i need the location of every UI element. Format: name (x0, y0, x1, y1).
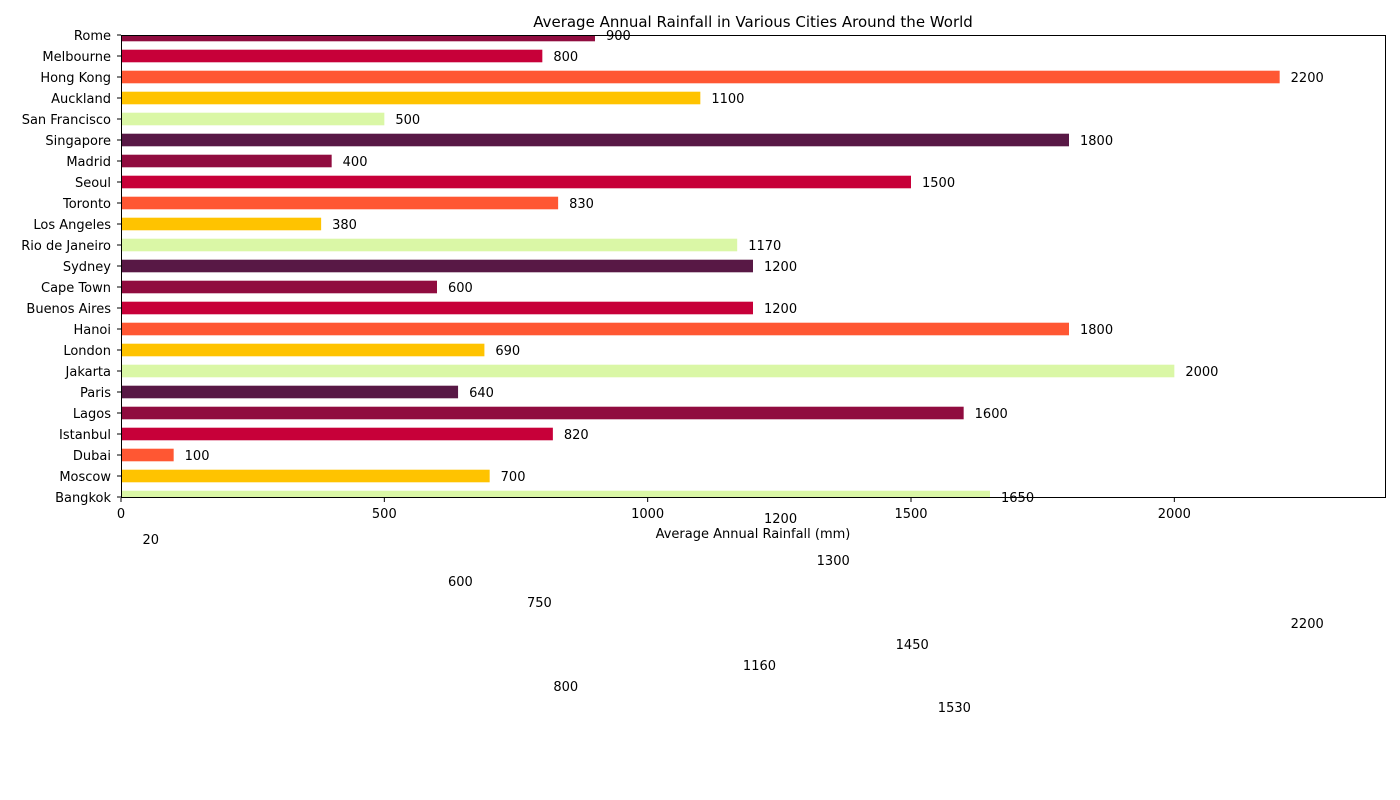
value-label-rio-de-janeiro: 1170 (748, 239, 781, 254)
y-tick-label-los-angeles: Los Angeles (33, 218, 111, 233)
bar-singapore (121, 133, 1069, 147)
value-label-bangkok: 1650 (1001, 491, 1034, 506)
value-label-toronto: 830 (569, 197, 594, 212)
bar-paris (121, 385, 459, 399)
y-tick-label-seoul: Seoul (75, 176, 111, 191)
bar-moscow (121, 469, 490, 483)
stray-value-label: 1160 (743, 659, 776, 674)
value-label-buenos-aires: 1200 (764, 302, 797, 317)
bar-dubai (121, 448, 174, 462)
bar-sydney (121, 259, 753, 273)
bar-hanoi (121, 322, 1069, 336)
y-tick-label-hong-kong: Hong Kong (40, 71, 111, 86)
y-tick-label-singapore: Singapore (45, 134, 111, 149)
x-axis-ticks: 0 500 1000 1500 2000 (117, 498, 1191, 522)
value-label-auckland: 1100 (711, 92, 744, 107)
stray-value-label: 750 (527, 596, 552, 611)
bar-toronto (121, 196, 559, 210)
stray-value-label: 1300 (817, 554, 850, 569)
value-label-london: 690 (495, 344, 520, 359)
y-tick-label-cape-town: Cape Town (41, 281, 111, 296)
x-tick-label-1500: 1500 (894, 507, 927, 522)
value-label-hong-kong: 2200 (1291, 71, 1324, 86)
value-label-paris: 640 (469, 386, 494, 401)
bar-rome (121, 35, 595, 42)
y-tick-label-madrid: Madrid (66, 155, 111, 170)
y-tick-label-london: London (63, 344, 111, 359)
bar-istanbul (121, 427, 553, 441)
value-label-madrid: 400 (343, 155, 368, 170)
y-tick-label-rio-de-janeiro: Rio de Janeiro (21, 239, 111, 254)
stray-value-label: 1450 (896, 638, 929, 653)
x-axis-label: Average Annual Rainfall (mm) (656, 527, 851, 542)
bar-bangkok (121, 490, 990, 498)
bar-san-francisco (121, 112, 385, 126)
y-tick-label-dubai: Dubai (73, 449, 111, 464)
y-tick-label-lagos: Lagos (73, 407, 111, 422)
y-tick-label-jakarta: Jakarta (65, 365, 111, 380)
bar-hong-kong (121, 70, 1280, 84)
x-tick-label-1000: 1000 (631, 507, 664, 522)
bar-london (121, 343, 485, 357)
bar-rio-de-janeiro (121, 238, 738, 252)
stray-value-label: 800 (553, 680, 578, 695)
y-axis-ticks: Bangkok Moscow Dubai Istanbul Lagos Paris Jaka… (21, 29, 121, 506)
value-label-hanoi: 1800 (1080, 323, 1113, 338)
x-tick-label-500: 500 (372, 507, 397, 522)
value-label-sydney: 1200 (764, 260, 797, 275)
stray-value-label: 1200 (764, 512, 797, 527)
stray-value-label: 2200 (1291, 617, 1324, 632)
bar-buenos-aires (121, 301, 753, 315)
bar-seoul (121, 175, 911, 189)
stray-value-label: 1530 (938, 701, 971, 716)
value-label-singapore: 1800 (1080, 134, 1113, 149)
value-label-jakarta: 2000 (1185, 365, 1218, 380)
plot-frame (121, 35, 1386, 498)
y-tick-label-toronto: Toronto (62, 197, 111, 212)
bar-jakarta (121, 364, 1175, 378)
data-labels-group: 1650 700 100 820 1600 640 2000 690 1800 1200 600 12… (143, 29, 1324, 716)
y-tick-label-sydney: Sydney (63, 260, 111, 275)
y-tick-label-rome: Rome (74, 29, 111, 44)
value-label-cape-town: 600 (448, 281, 473, 296)
bar-melbourne (121, 49, 543, 63)
value-label-melbourne: 800 (553, 50, 578, 65)
y-tick-label-auckland: Auckland (51, 92, 111, 107)
x-tick-label-2000: 2000 (1158, 507, 1191, 522)
y-tick-label-san-francisco: San Francisco (22, 113, 111, 128)
value-label-lagos: 1600 (975, 407, 1008, 422)
value-label-los-angeles: 380 (332, 218, 357, 233)
y-tick-label-melbourne: Melbourne (42, 50, 111, 65)
stray-value-label: 20 (143, 533, 160, 548)
bars-group (121, 35, 1280, 498)
value-label-seoul: 1500 (922, 176, 955, 191)
value-label-rome: 900 (606, 29, 631, 44)
stray-value-label: 600 (448, 575, 473, 590)
y-tick-label-paris: Paris (80, 386, 111, 401)
chart-title: Average Annual Rainfall in Various Citie… (533, 13, 973, 31)
value-label-istanbul: 820 (564, 428, 589, 443)
bar-auckland (121, 91, 701, 105)
bar-cape-town (121, 280, 437, 294)
y-tick-label-buenos-aires: Buenos Aires (26, 302, 111, 317)
value-label-dubai: 100 (185, 449, 210, 464)
bar-madrid (121, 154, 332, 168)
bar-lagos (121, 406, 964, 420)
x-tick-label-0: 0 (117, 507, 125, 522)
bar-los-angeles (121, 217, 322, 231)
y-tick-label-hanoi: Hanoi (73, 323, 111, 338)
y-tick-label-bangkok: Bangkok (55, 491, 111, 506)
value-label-moscow: 700 (501, 470, 526, 485)
value-label-san-francisco: 500 (395, 113, 420, 128)
y-tick-label-istanbul: Istanbul (59, 428, 111, 443)
y-tick-label-moscow: Moscow (59, 470, 111, 485)
